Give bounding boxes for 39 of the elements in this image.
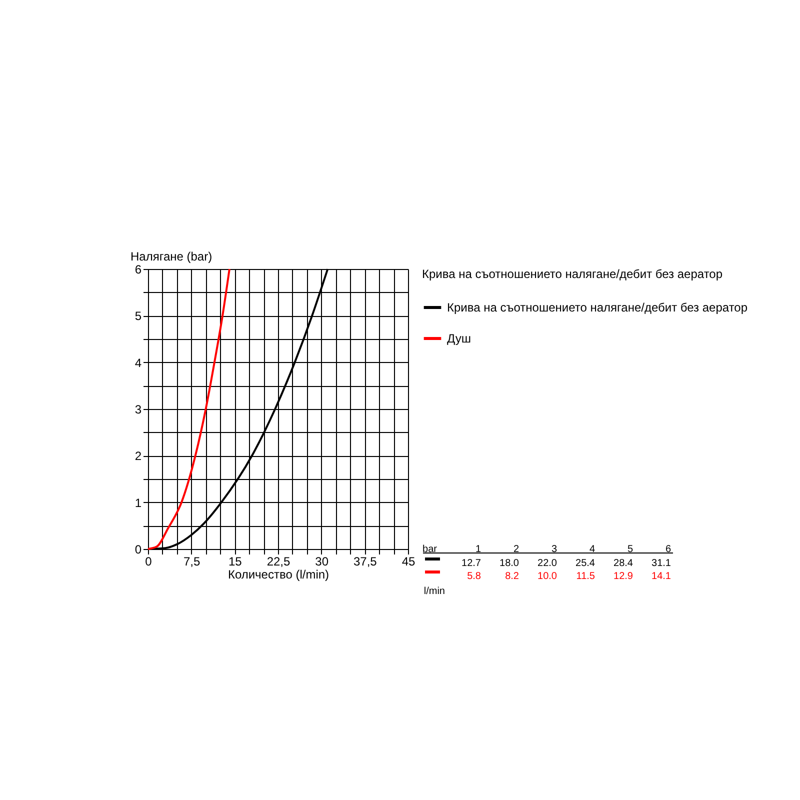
y-tick-label: 3	[134, 402, 142, 416]
text: 8.2	[505, 571, 520, 582]
x-axis-title: Количество (l/min)	[228, 568, 330, 582]
y-tick-label: 1	[134, 496, 142, 510]
y-tick-label: 0	[134, 542, 142, 556]
x-tick-label: 7,5	[183, 554, 200, 568]
text: 12.7	[462, 558, 482, 569]
text: 14.1	[652, 571, 672, 582]
text: 31.1	[652, 558, 672, 569]
text: 11.5	[576, 571, 596, 582]
text: 6	[665, 544, 672, 555]
text: l/min	[424, 586, 445, 597]
text: 28.4	[614, 558, 634, 569]
text: 1	[475, 544, 482, 555]
y-tick-label: 4	[134, 356, 142, 370]
text: 10.0	[538, 571, 558, 582]
text: 25.4	[576, 558, 596, 569]
legend-label: Душ	[447, 332, 472, 346]
text: 5.8	[467, 571, 482, 582]
text: bar	[422, 544, 438, 555]
x-tick-label: 37,5	[353, 554, 378, 568]
text: 18.0	[500, 558, 520, 569]
text: 4	[589, 544, 596, 555]
y-tick-label: 6	[134, 262, 142, 276]
text: 12.9	[614, 571, 634, 582]
x-tick-label: 0	[145, 554, 152, 568]
x-tick-label: 45	[402, 554, 416, 568]
text: 22.0	[538, 558, 558, 569]
text: 3	[551, 544, 558, 555]
text: 5	[627, 544, 634, 555]
y-axis-title: Налягане (bar)	[130, 250, 212, 264]
x-tick-label: 30	[315, 554, 329, 568]
x-tick-label: 22,5	[266, 554, 290, 568]
legend-label: Крива на съотношението налягане/дебит без аератор	[447, 300, 748, 314]
legend-title: Крива на съотношението налягане/дебит без аератор	[422, 267, 723, 281]
text: 2	[513, 544, 520, 555]
x-tick-label: 15	[228, 554, 242, 568]
y-tick-label: 5	[134, 309, 142, 324]
y-tick-label: 2	[134, 449, 142, 464]
